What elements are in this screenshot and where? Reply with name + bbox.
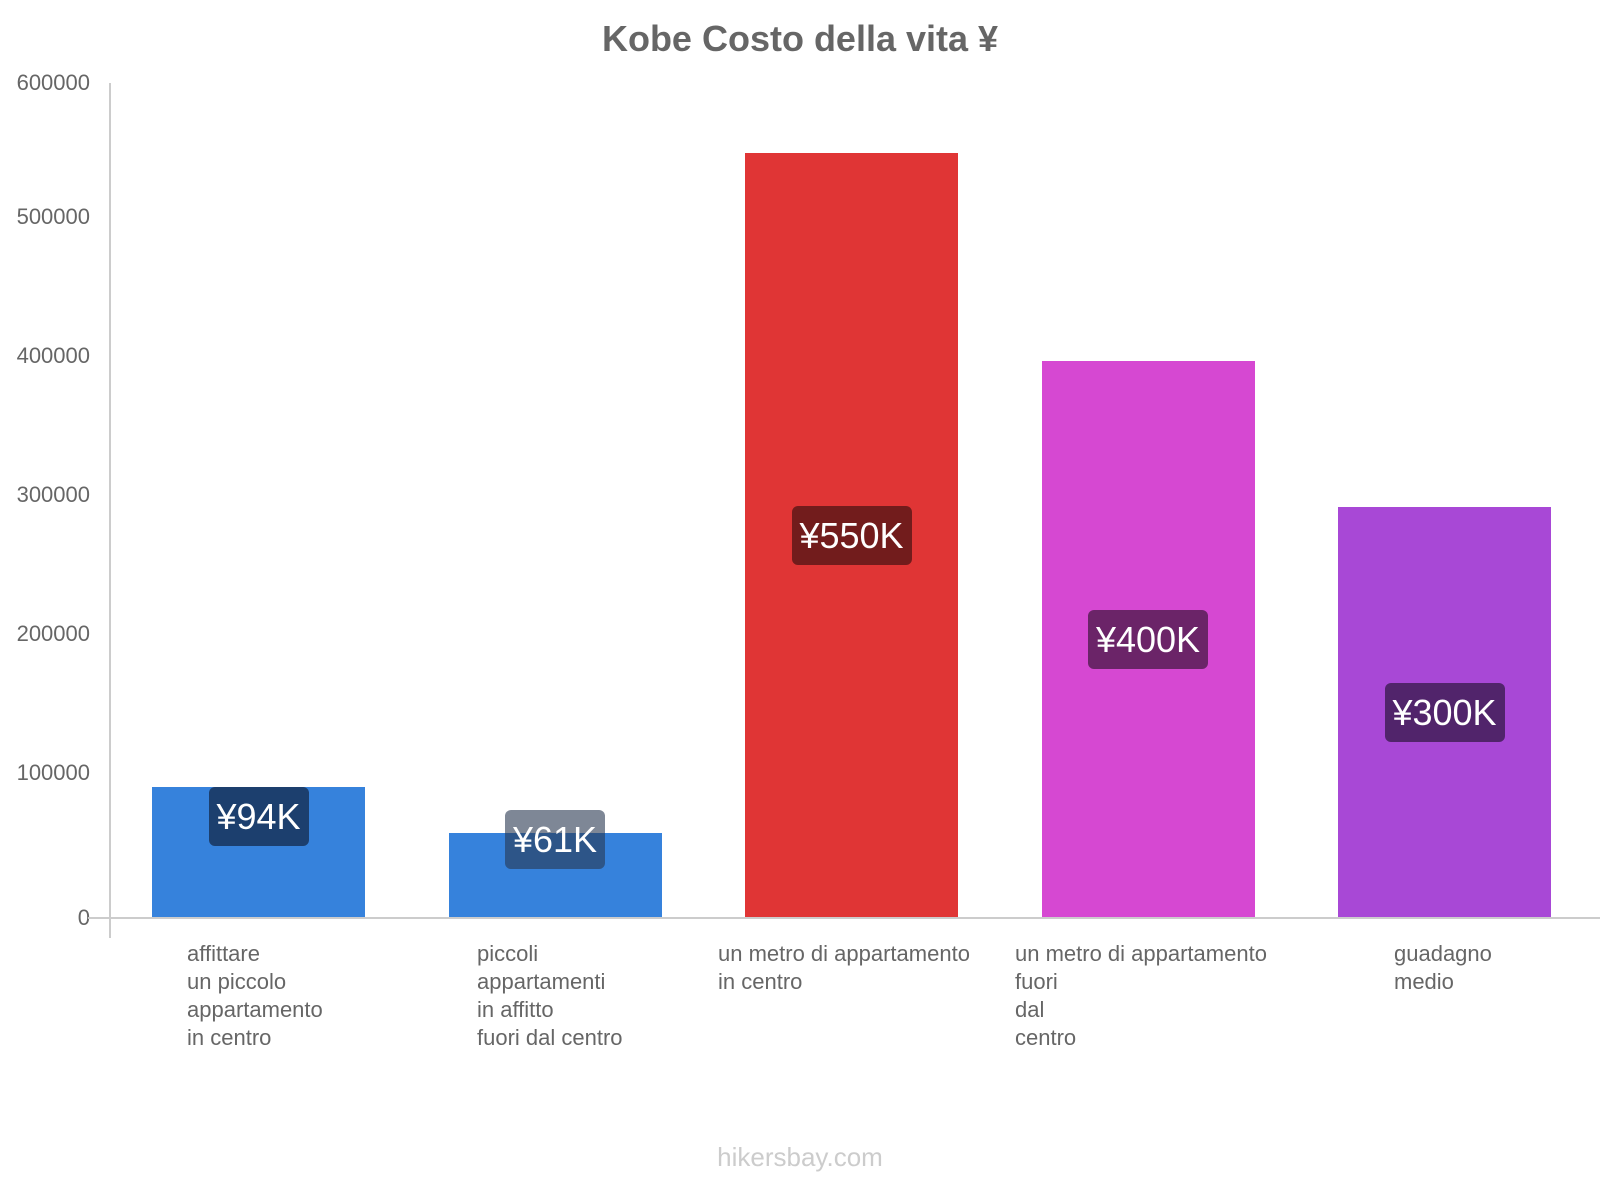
- y-tick-label: 400000: [16, 343, 90, 368]
- x-tick-label: affittare un piccolo appartamento in cen…: [187, 941, 323, 1050]
- value-label: ¥61K: [505, 810, 605, 869]
- chart-title: Kobe Costo della vita ¥: [601, 18, 999, 59]
- y-tick-label: 300000: [16, 482, 90, 507]
- x-tick-label: un metro di appartamento fuori dal centr…: [1015, 941, 1267, 1050]
- y-tick-label: 200000: [16, 621, 90, 646]
- value-label: ¥300K: [1384, 683, 1505, 743]
- value-label: ¥94K: [208, 787, 309, 846]
- y-tick-label: 0: [77, 905, 90, 930]
- y-tick-label: 500000: [16, 204, 90, 229]
- value-label: ¥550K: [791, 505, 912, 565]
- y-tick-label: 100000: [16, 760, 90, 785]
- x-tick-label: un metro di appartamento in centro: [718, 941, 970, 994]
- footer-watermark: hikersbay.com: [717, 1142, 883, 1172]
- value-label: ¥400K: [1088, 610, 1208, 670]
- x-axis-line: [88, 917, 1600, 919]
- y-tick-label: 600000: [16, 70, 90, 95]
- x-tick-label: guadagno medio: [1394, 941, 1492, 994]
- y-axis-line: [109, 83, 111, 938]
- x-tick-label: piccoli appartamenti in affitto fuori da…: [477, 941, 623, 1050]
